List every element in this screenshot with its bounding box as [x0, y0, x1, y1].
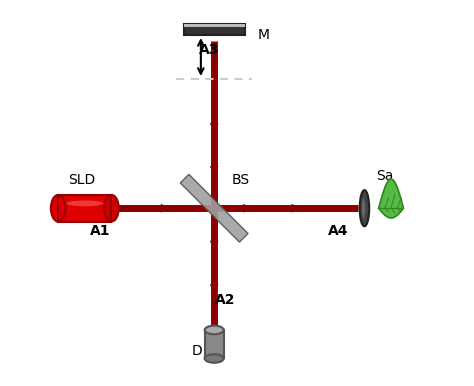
Text: BS: BS	[231, 173, 249, 187]
Text: M: M	[258, 28, 270, 42]
Ellipse shape	[51, 195, 65, 222]
Ellipse shape	[362, 198, 365, 218]
Text: Sa: Sa	[376, 169, 393, 183]
Ellipse shape	[104, 195, 119, 222]
Ellipse shape	[66, 200, 103, 207]
Polygon shape	[180, 174, 248, 242]
Text: D: D	[191, 344, 202, 358]
Bar	[184, 24, 245, 27]
Polygon shape	[379, 179, 403, 218]
Text: SLD: SLD	[68, 173, 95, 187]
Ellipse shape	[205, 354, 224, 363]
Ellipse shape	[360, 190, 369, 226]
Bar	[58, 195, 111, 222]
Bar	[184, 24, 245, 35]
Text: A3: A3	[199, 43, 219, 58]
Bar	[205, 330, 224, 359]
Ellipse shape	[205, 326, 224, 334]
Text: A1: A1	[90, 224, 110, 238]
Text: A4: A4	[328, 224, 348, 238]
Bar	[58, 195, 111, 222]
Text: A2: A2	[215, 293, 236, 306]
